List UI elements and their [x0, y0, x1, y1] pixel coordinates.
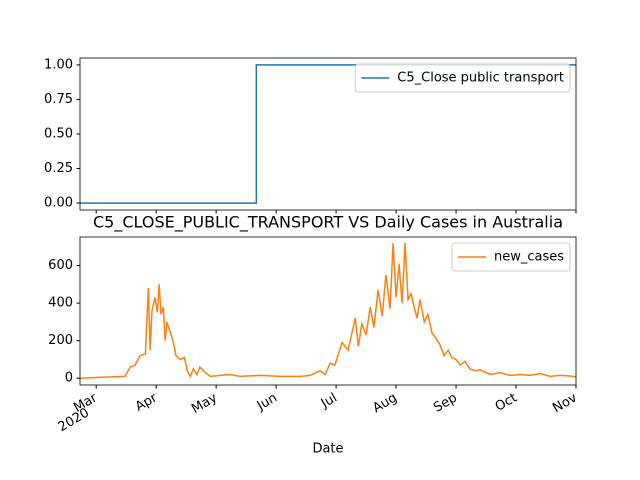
y-tick-label: 400 [48, 296, 73, 311]
y-tick-label: 1.00 [44, 57, 73, 72]
y-tick-label: 0.75 [44, 92, 73, 107]
legend-label: C5_Close public transport [397, 71, 564, 86]
legend: new_cases [451, 242, 571, 272]
x-tick-label: May [189, 390, 220, 417]
y-tick-label: 200 [48, 333, 73, 348]
chart-title: C5_CLOSE_PUBLIC_TRANSPORT VS Daily Cases… [93, 213, 563, 233]
y-tick-label: 0.50 [44, 127, 73, 142]
x-tick-year: 2020 [56, 406, 92, 436]
legend-box [451, 242, 571, 272]
x-tick-label: Sep [431, 391, 460, 416]
x-axis-label: Date [312, 442, 343, 457]
legend: C5_Close public transport [354, 63, 571, 93]
y-tick-label: 0.00 [44, 196, 73, 211]
legend-box [354, 63, 571, 93]
data-line [79, 242, 577, 379]
x-tick-label: Aug [370, 391, 399, 417]
axes-frame [79, 236, 577, 386]
x-tick-label: Jun [254, 391, 280, 415]
x-tick-label: Oct [493, 391, 520, 415]
y-tick-label: 0 [65, 371, 73, 386]
y-tick-label: 600 [48, 258, 73, 273]
x-tick-label: Jul [318, 391, 340, 412]
x-tick-label: Apr [133, 390, 161, 415]
x-tick-label: Nov [550, 390, 580, 416]
legend-label: new_cases [494, 250, 564, 265]
y-tick-label: 0.25 [44, 161, 73, 176]
